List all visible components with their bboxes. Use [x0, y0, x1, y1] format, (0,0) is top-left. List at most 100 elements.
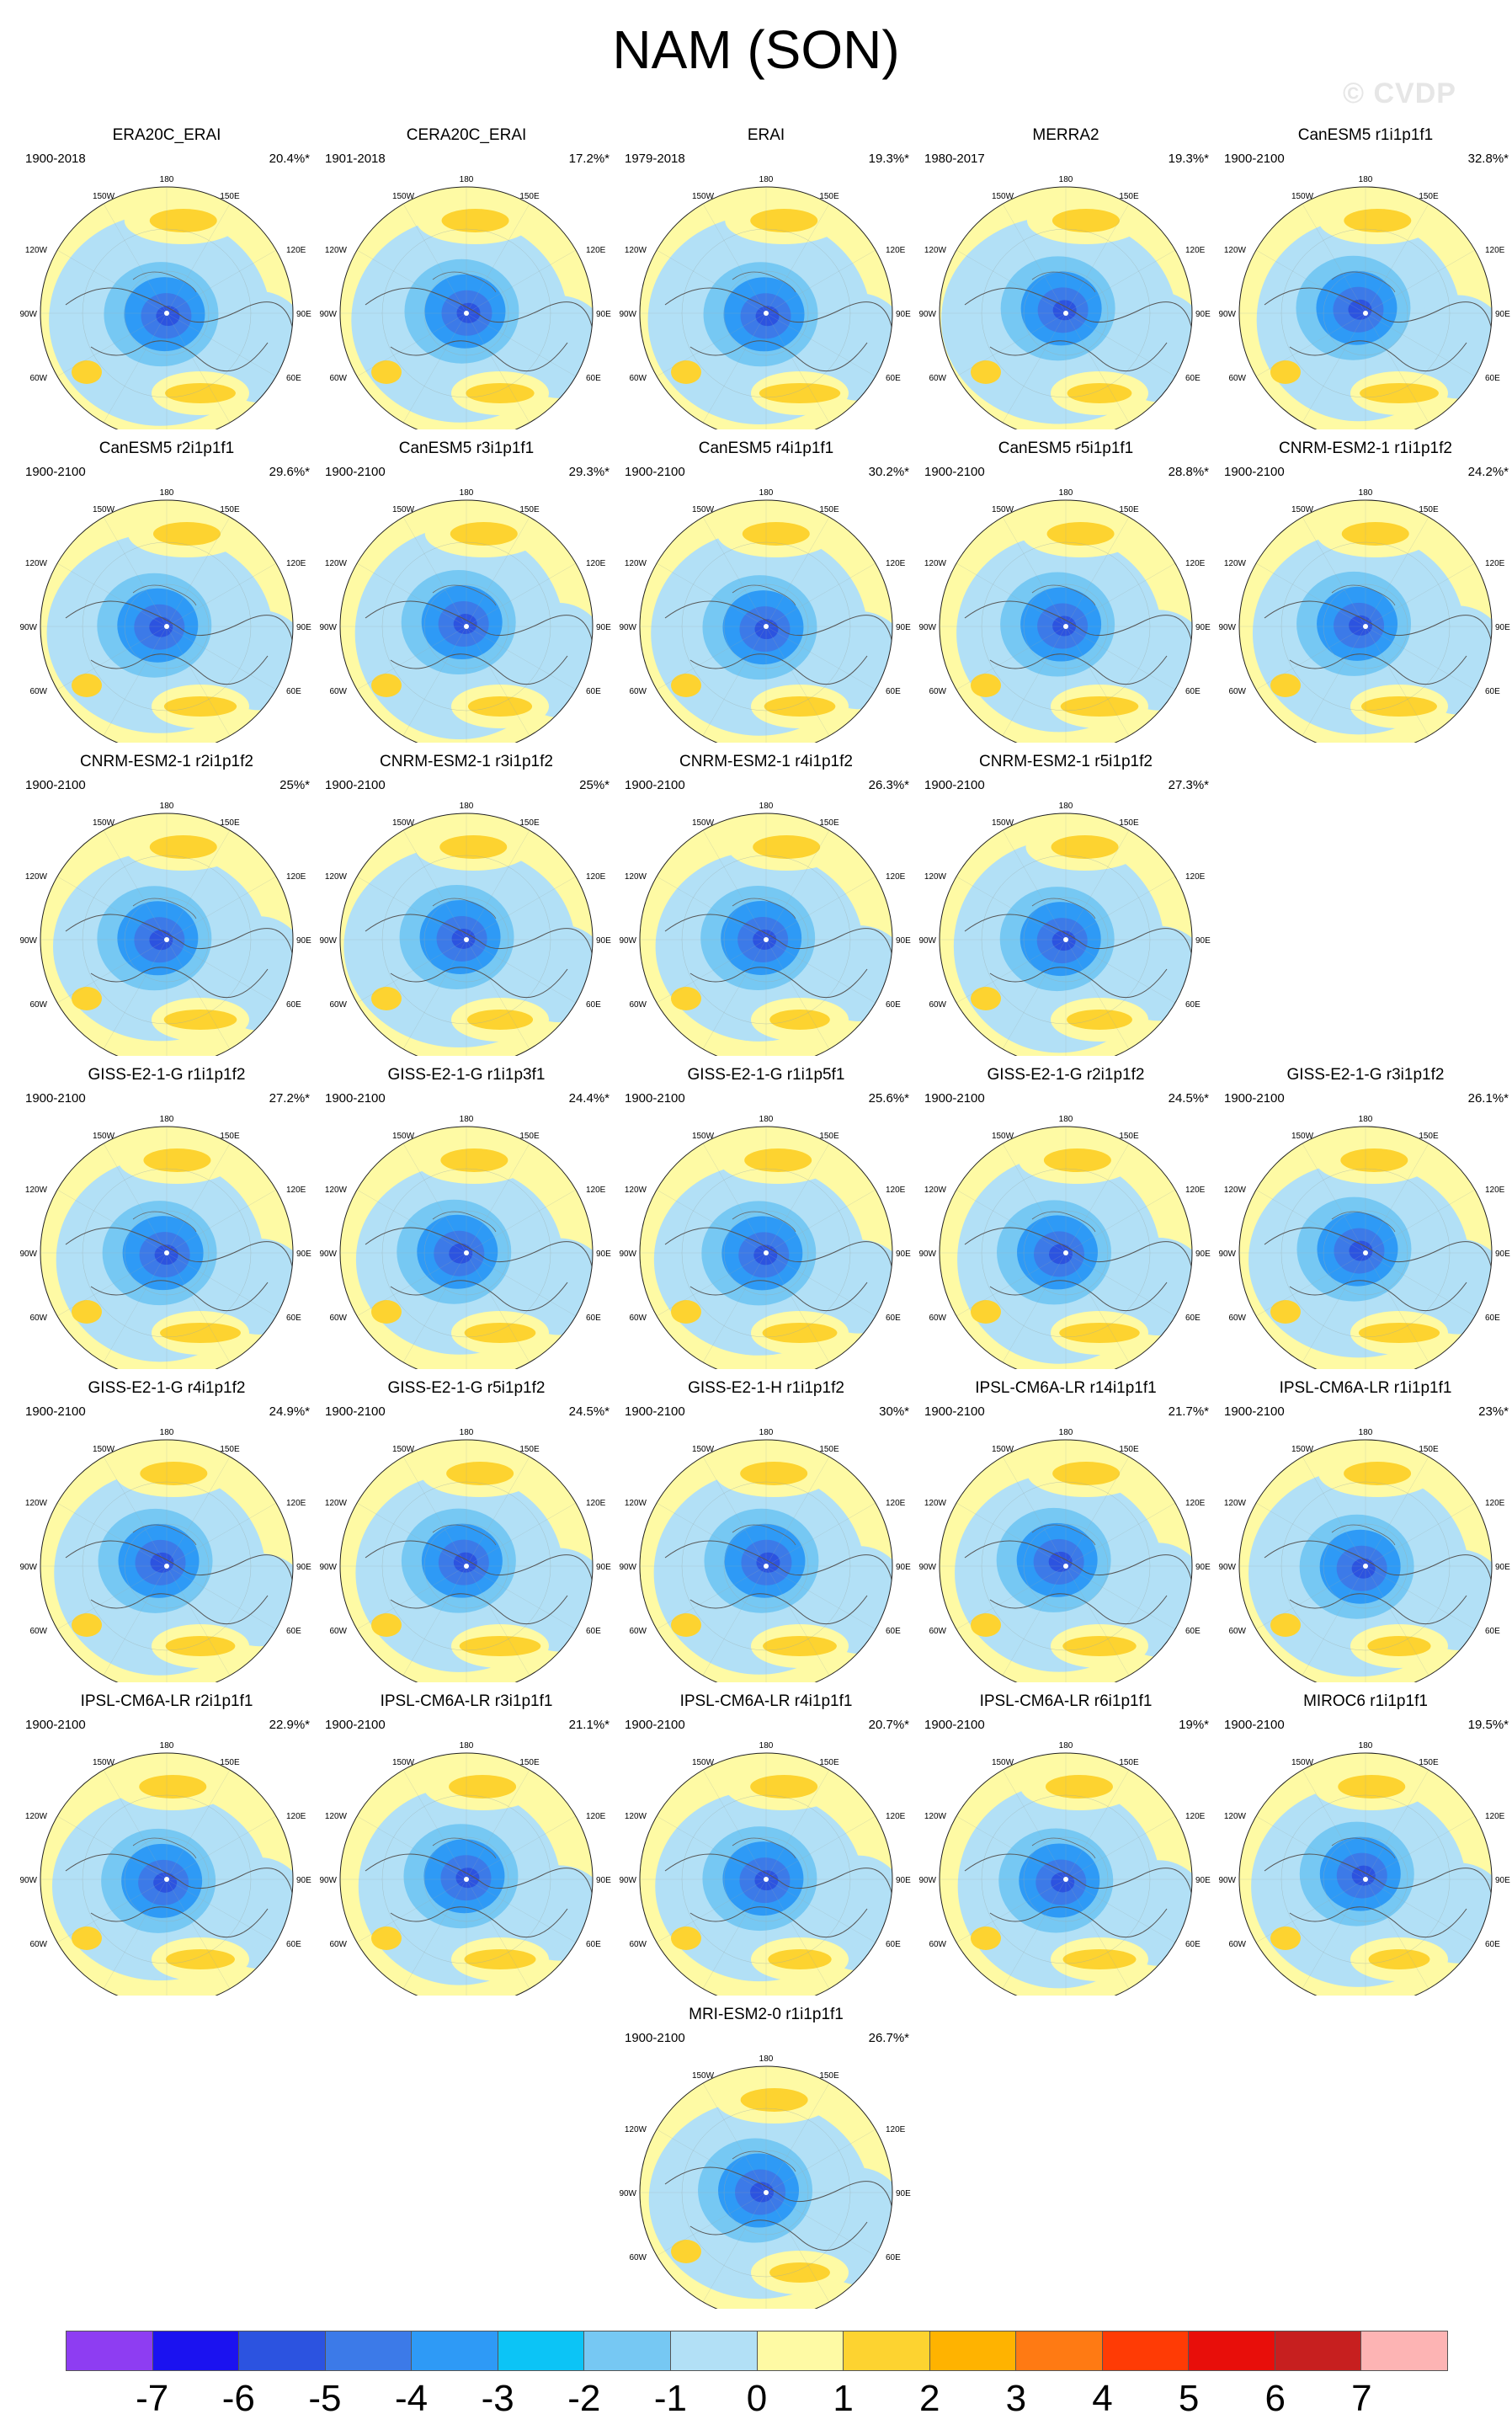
longitude-label: 150E	[1419, 505, 1439, 514]
map-panel: CanESM5 r4i1p1f1 1900-2100 30.2%* 180 150W 15…	[616, 440, 916, 743]
polar-map: 180150W150E120W120E90W90E60W60E30W30E0	[918, 1115, 1211, 1369]
colorbar-swatch	[929, 2331, 1017, 2370]
longitude-label: 120E	[586, 246, 606, 255]
longitude-label: 60E	[286, 1314, 301, 1323]
colorbar-label: -4	[394, 2378, 429, 2419]
longitude-label: 60W	[329, 1000, 347, 1010]
longitude-label: 90W	[1218, 310, 1236, 319]
longitude-label: 150E	[819, 2071, 839, 2081]
longitude-label: 150W	[992, 1132, 1014, 1141]
panel-title: IPSL-CM6A-LR r4i1p1f1	[679, 1692, 853, 1710]
longitude-label: 90E	[296, 936, 311, 946]
polar-map: 180150W150E120W120E90W90E60W60E30W30E0	[319, 175, 611, 429]
longitude-label: 60E	[586, 1940, 601, 1949]
longitude-label: 150W	[93, 818, 115, 828]
longitude-label: 120E	[1185, 1812, 1206, 1821]
panel-variance-explained: 27.2%*	[269, 1091, 310, 1106]
colorbar-swatch	[325, 2331, 413, 2370]
longitude-label: 90E	[596, 623, 611, 632]
longitude-label: 60W	[329, 1314, 347, 1323]
panel-period: 1900-2100	[325, 778, 386, 792]
longitude-label: 150W	[392, 818, 415, 828]
longitude-label: 120W	[25, 1812, 48, 1821]
panel-variance-explained: 21.1%*	[568, 1718, 610, 1732]
map-panel: CNRM-ESM2-1 r5i1p1f2 1900-2100 27.3%* 180 15…	[916, 753, 1216, 1056]
longitude-label: 90E	[896, 310, 911, 319]
panel-title: CNRM-ESM2-1 r5i1p1f2	[979, 753, 1153, 770]
longitude-label: 120W	[625, 246, 647, 255]
longitude-label: 120W	[924, 1499, 947, 1508]
panel-title: IPSL-CM6A-LR r3i1p1f1	[380, 1692, 553, 1710]
panel-period: 1900-2100	[1224, 152, 1285, 166]
longitude-label: 120E	[1485, 246, 1505, 255]
panel-variance-explained: 29.3%*	[568, 465, 610, 479]
longitude-label: 120W	[325, 246, 348, 255]
longitude-label: 150W	[692, 1132, 715, 1141]
longitude-label: 60E	[886, 1627, 901, 1636]
longitude-label: 150E	[1119, 1132, 1139, 1141]
panel-title: GISS-E2-1-H r1i1p1f2	[688, 1379, 844, 1397]
longitude-label: 120W	[25, 559, 48, 568]
longitude-label: 120W	[625, 1812, 647, 1821]
longitude-label: 90E	[596, 1563, 611, 1572]
longitude-label: 60E	[1185, 1627, 1201, 1636]
longitude-label: 120E	[886, 872, 906, 882]
map-panel: MIROC6 r1i1p1f1 1900-2100 19.5%* 180 150W 150…	[1216, 1692, 1512, 1996]
colorbar-swatch	[1189, 2331, 1275, 2370]
panel-title: GISS-E2-1-G r1i1p5f1	[687, 1066, 845, 1084]
longitude-label: 60W	[29, 374, 47, 383]
longitude-label: 120W	[924, 1812, 947, 1821]
longitude-label: 150W	[992, 192, 1014, 201]
longitude-label: 120W	[25, 1499, 48, 1508]
longitude-label: 60E	[286, 1627, 301, 1636]
longitude-label: 60E	[1185, 1314, 1201, 1323]
map-panel: IPSL-CM6A-LR r14i1p1f1 1900-2100 21.7%* 180…	[916, 1379, 1216, 1682]
panel-variance-explained: 20.4%*	[269, 152, 310, 166]
longitude-label: 60W	[629, 2253, 647, 2262]
panel-variance-explained: 19%*	[1179, 1718, 1209, 1732]
longitude-label: 120W	[625, 872, 647, 882]
panel-variance-explained: 23%*	[1478, 1404, 1509, 1419]
panel-period: 1900-2100	[625, 1404, 685, 1419]
map-panel: GISS-E2-1-H r1i1p1f2 1900-2100 30%* 180 150W…	[616, 1379, 916, 1682]
colorbar-swatch	[412, 2331, 498, 2370]
longitude-label: 60W	[629, 374, 647, 383]
longitude-label: 90W	[619, 1876, 636, 1885]
longitude-label: 90W	[918, 1250, 936, 1259]
longitude-label: 120E	[886, 1186, 906, 1195]
panel-title: MIROC6 r1i1p1f1	[1303, 1692, 1428, 1710]
longitude-label: 90W	[918, 623, 936, 632]
polar-map: 180150W150E120W120E90W90E60W60E30W30E0	[619, 802, 911, 1056]
longitude-label: 120E	[1485, 559, 1505, 568]
longitude-label: 180	[1059, 1115, 1073, 1124]
colorbar-swatch	[844, 2331, 930, 2370]
longitude-label: 90E	[1495, 1250, 1510, 1259]
longitude-label: 150W	[992, 1758, 1014, 1767]
longitude-label: 120E	[586, 1812, 606, 1821]
longitude-label: 90W	[19, 936, 37, 946]
longitude-label: 90W	[19, 1563, 37, 1572]
longitude-label: 60W	[329, 687, 347, 696]
longitude-label: 90W	[918, 310, 936, 319]
longitude-label: 60W	[29, 1314, 47, 1323]
panel-title: IPSL-CM6A-LR r6i1p1f1	[979, 1692, 1153, 1710]
colorbar-swatch	[498, 2331, 585, 2370]
longitude-label: 60E	[586, 687, 601, 696]
longitude-label: 120W	[1224, 559, 1247, 568]
longitude-label: 180	[460, 1741, 474, 1751]
longitude-label: 120E	[1485, 1499, 1505, 1508]
polar-map: 180150W150E120W120E90W90E60W60E30W30E0	[1218, 1428, 1510, 1682]
longitude-label: 60W	[629, 1627, 647, 1636]
longitude-label: 120E	[886, 559, 906, 568]
longitude-label: 90E	[1495, 1563, 1510, 1572]
longitude-label: 120E	[1185, 559, 1206, 568]
polar-map: 180150W150E120W120E90W90E60W60E30W30E0	[319, 1115, 611, 1369]
longitude-label: 60W	[1228, 687, 1246, 696]
panel-period: 1900-2018	[25, 152, 86, 166]
panel-title: CanESM5 r3i1p1f1	[398, 440, 535, 457]
longitude-label: 150W	[93, 1445, 115, 1454]
longitude-label: 60W	[1228, 374, 1246, 383]
longitude-label: 90E	[1195, 1563, 1211, 1572]
colorbar-label: 0	[746, 2378, 768, 2419]
polar-map: 180150W150E120W120E90W90E60W60E30W30E0	[918, 1428, 1211, 1682]
